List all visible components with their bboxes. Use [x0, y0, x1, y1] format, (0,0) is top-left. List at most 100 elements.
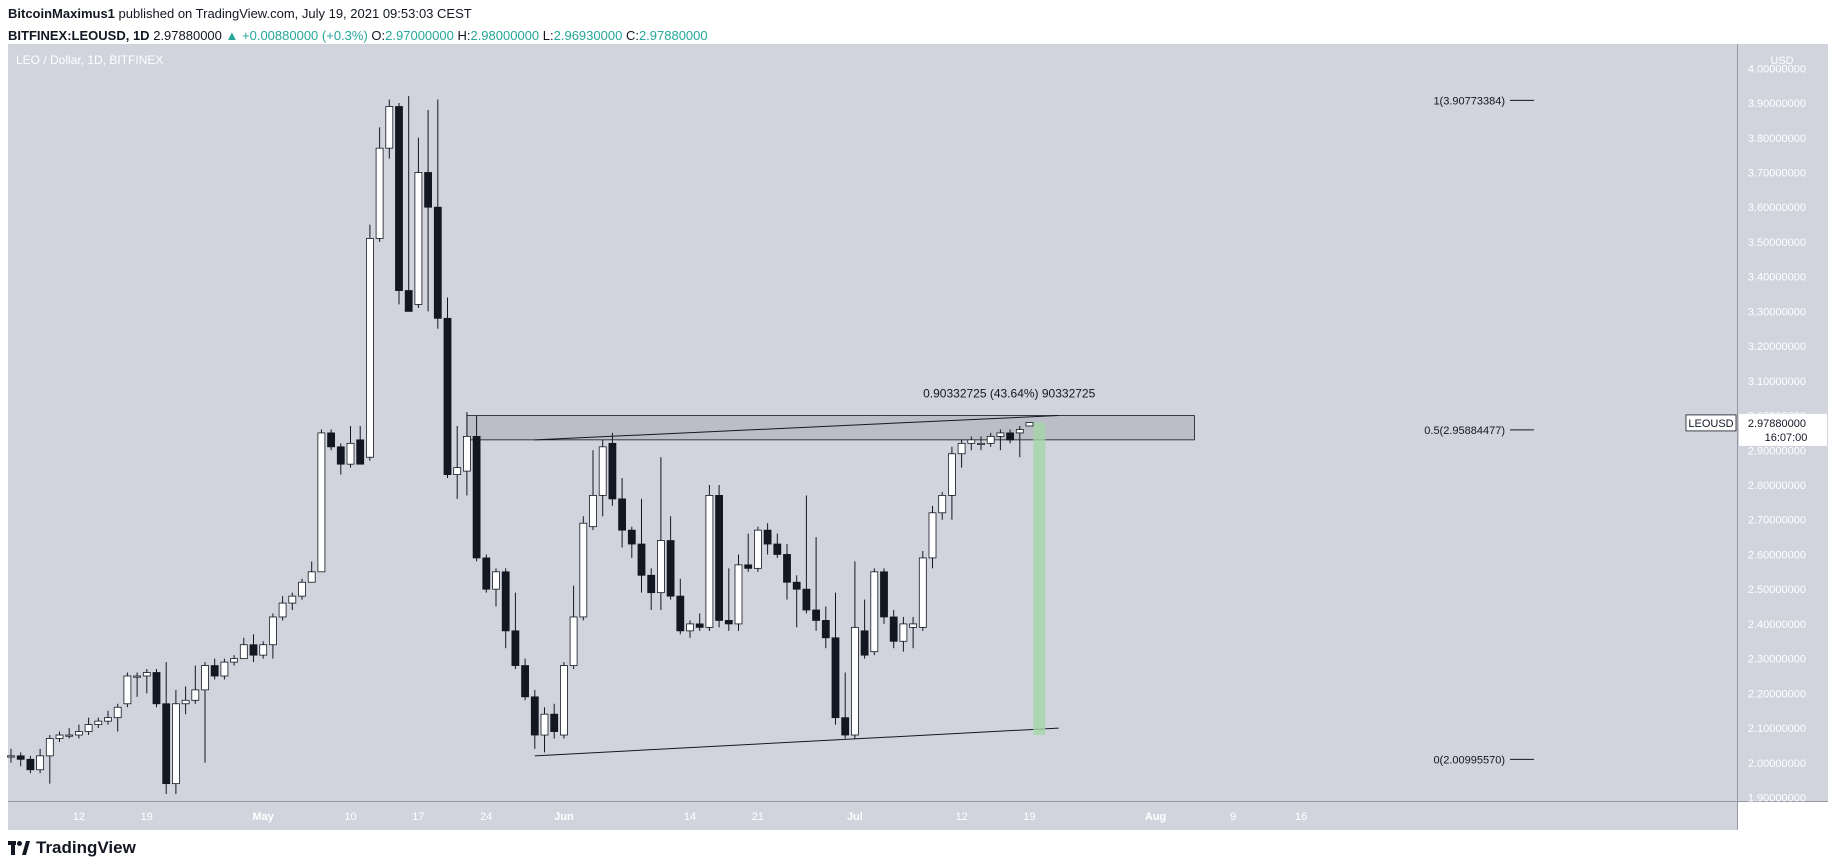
candle-body — [880, 571, 888, 618]
y-tick-label: 2.40000000 — [1748, 619, 1806, 631]
candle-body — [550, 713, 559, 732]
candle — [16, 752, 25, 767]
footer-brand: TradingView — [36, 838, 136, 857]
candle-body — [637, 543, 646, 576]
candle-body — [75, 731, 83, 736]
x-tick-label: 9 — [1230, 811, 1236, 823]
measure-label: 0.90332725 (43.64%) 90332725 — [923, 387, 1095, 401]
measure-bar — [1033, 422, 1046, 736]
candle — [627, 526, 636, 558]
candle — [7, 748, 15, 763]
candle-body — [84, 724, 93, 732]
x-tick-label: 10 — [344, 811, 356, 823]
candle-body — [996, 432, 1005, 437]
candle-body — [967, 439, 976, 444]
chart-title: LEO / Dollar, 1D, BITFINEX — [16, 53, 163, 67]
price-tag-countdown: 16:07:00 — [1765, 432, 1808, 444]
candle — [75, 724, 83, 739]
candle-body — [860, 630, 869, 656]
tradingview-logo-icon — [8, 841, 30, 855]
candle — [948, 446, 956, 520]
candle — [26, 755, 35, 774]
candle-body — [16, 755, 25, 760]
candle-body — [792, 581, 801, 590]
y-tick-label: 3.40000000 — [1748, 272, 1806, 284]
candle-body — [744, 564, 753, 569]
resistance-zone — [466, 415, 1195, 441]
candle — [967, 436, 976, 451]
currency-label: USD — [1770, 55, 1793, 67]
candle-body — [365, 238, 374, 458]
candle — [763, 523, 772, 555]
candle — [142, 669, 151, 694]
y-tick-label: 3.80000000 — [1748, 133, 1806, 145]
x-tick-label: Jun — [554, 811, 574, 823]
candle — [657, 457, 665, 611]
candle — [268, 613, 277, 659]
candle-body — [948, 453, 956, 496]
candle-body — [298, 581, 306, 597]
candle — [695, 613, 704, 631]
candle — [880, 568, 888, 624]
candle-body — [754, 529, 762, 569]
y-tick-label: 3.30000000 — [1748, 306, 1806, 318]
y-tick-label: 1.90000000 — [1748, 793, 1806, 805]
candle — [540, 707, 549, 753]
candle — [55, 731, 64, 742]
candle-body — [307, 571, 316, 583]
candle-body — [142, 672, 151, 677]
candle-body — [327, 432, 336, 448]
candle — [259, 641, 268, 659]
candle — [424, 109, 433, 312]
candle — [734, 554, 743, 631]
candle — [472, 415, 481, 562]
candle-body — [734, 564, 743, 625]
candle-body — [695, 623, 704, 628]
candle-body — [540, 713, 549, 736]
candle-body — [336, 446, 345, 465]
candle-body — [773, 543, 782, 555]
candle-body — [666, 540, 675, 597]
close-value: 2.97880000 — [638, 28, 708, 43]
candle — [666, 516, 675, 600]
candle-body — [598, 446, 607, 496]
candle-body — [821, 620, 830, 639]
low-value: 2.96930000 — [553, 28, 623, 43]
candle — [365, 224, 374, 461]
last-price: 2.97880000 — [153, 28, 222, 43]
candle — [957, 439, 966, 468]
high-label: H: — [457, 28, 471, 43]
candle-body — [511, 630, 520, 666]
tradingview-footer[interactable]: TradingView — [8, 838, 136, 858]
candle-body — [899, 623, 908, 642]
candle — [986, 432, 995, 447]
candle-body — [472, 435, 481, 559]
candle-body — [977, 442, 985, 445]
candle-body — [268, 616, 277, 646]
candle — [550, 703, 559, 739]
candle-body — [152, 672, 161, 705]
candle — [608, 432, 617, 506]
candle-body — [918, 557, 927, 628]
candle — [356, 425, 365, 465]
candle — [298, 578, 306, 600]
candle-body — [569, 616, 578, 666]
candle-body — [424, 172, 433, 208]
candle — [676, 578, 685, 635]
candle-body — [385, 106, 394, 149]
candle-body — [462, 435, 471, 472]
candle — [327, 429, 336, 451]
candle — [647, 568, 656, 611]
candle-body — [1015, 429, 1024, 434]
x-tick-label: 17 — [412, 811, 424, 823]
candle-body — [521, 665, 529, 698]
candle-body — [579, 522, 588, 618]
time-axis-panel[interactable] — [8, 802, 1737, 830]
candle-body — [686, 623, 694, 632]
candle-body — [317, 432, 326, 573]
candle — [560, 662, 568, 739]
candle-body — [938, 495, 947, 514]
author-name[interactable]: BitcoinMaximus1 — [8, 6, 115, 21]
candle — [996, 429, 1005, 451]
